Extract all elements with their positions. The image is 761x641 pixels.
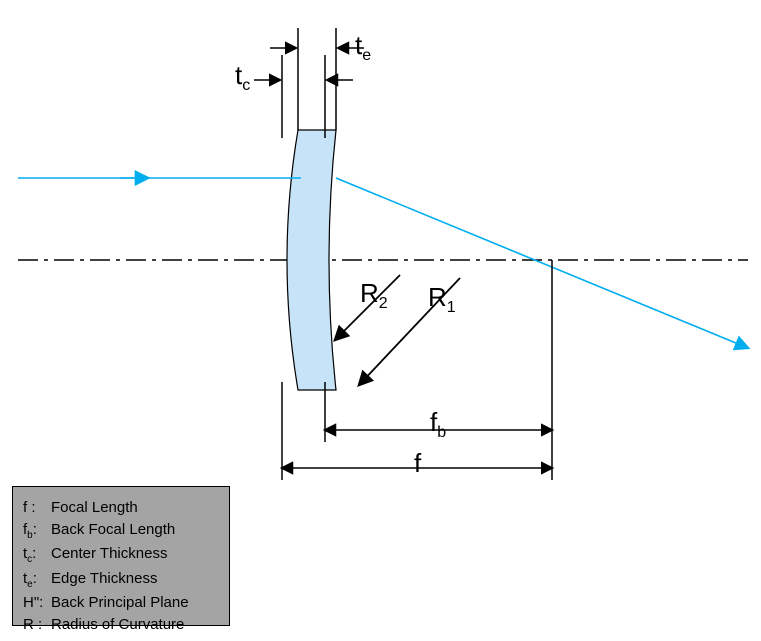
label-f: f	[414, 448, 421, 479]
label-r2: R2	[360, 278, 388, 313]
label-fb: fb	[430, 407, 446, 442]
legend-row: H":Back Principal Plane	[23, 592, 219, 614]
label-te: te	[355, 30, 371, 65]
legend-row: f :Focal Length	[23, 497, 219, 519]
legend-row: R :Radius of Curvature	[23, 614, 219, 636]
legend-row: tc:Center Thickness	[23, 543, 219, 568]
label-r1: R1	[428, 282, 456, 317]
legend-row: te:Edge Thickness	[23, 568, 219, 593]
legend-box: f :Focal Length fb:Back Focal Length tc:…	[12, 486, 230, 626]
label-tc: tc	[235, 60, 250, 95]
legend-row: fb:Back Focal Length	[23, 519, 219, 544]
